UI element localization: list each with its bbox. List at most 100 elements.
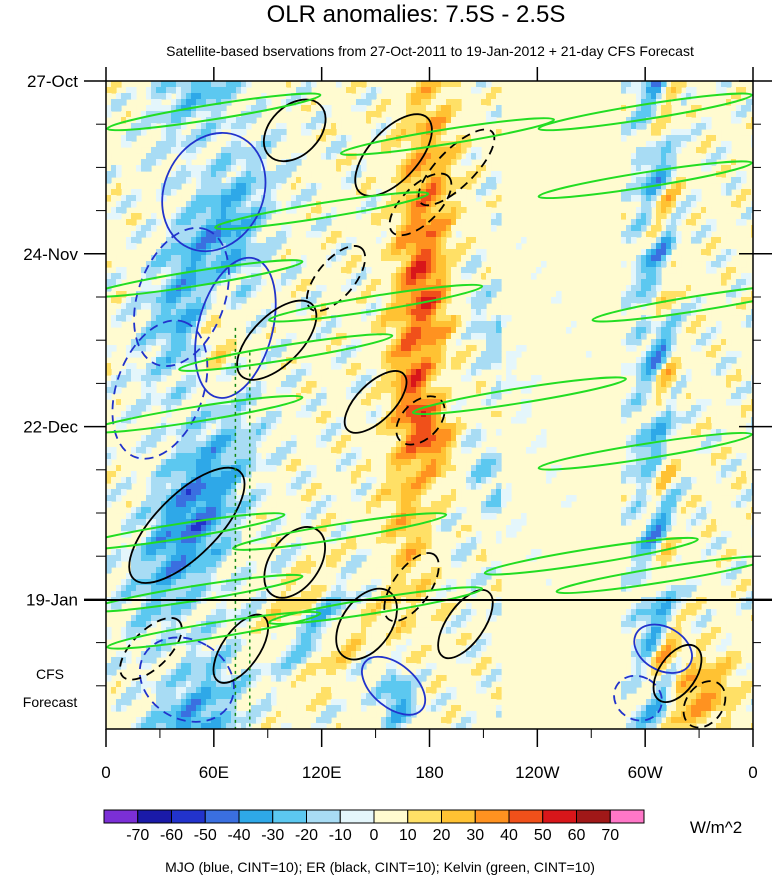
field-cell: [261, 525, 267, 532]
field-cell: [406, 129, 412, 136]
field-cell: [671, 513, 677, 520]
field-cell: [426, 135, 432, 142]
field-cell: [541, 441, 547, 448]
field-cell: [456, 81, 462, 88]
field-cell: [696, 153, 702, 160]
field-cell: [406, 465, 412, 472]
field-cell: [646, 411, 652, 418]
field-cell: [651, 177, 657, 184]
field-cell: [111, 471, 117, 478]
field-cell: [451, 351, 457, 358]
field-cell: [171, 249, 177, 256]
field-cell: [141, 273, 147, 280]
field-cell: [261, 201, 267, 208]
field-cell: [286, 171, 292, 178]
field-cell: [201, 141, 207, 148]
field-cell: [201, 351, 207, 358]
field-cell: [371, 429, 377, 436]
field-cell: [156, 339, 162, 346]
field-cell: [226, 423, 232, 430]
field-cell: [241, 357, 247, 364]
field-cell: [196, 165, 202, 172]
field-cell: [236, 183, 242, 190]
field-cell: [666, 363, 672, 370]
field-cell: [371, 399, 377, 406]
field-cell: [156, 141, 162, 148]
field-cell: [411, 393, 417, 400]
field-cell: [701, 429, 707, 436]
field-cell: [361, 159, 367, 166]
field-cell: [451, 81, 457, 88]
field-cell: [176, 453, 182, 460]
field-cell: [641, 207, 647, 214]
field-cell: [471, 483, 477, 490]
field-cell: [316, 393, 322, 400]
field-cell: [416, 387, 422, 394]
field-cell: [631, 501, 637, 508]
field-cell: [451, 405, 457, 412]
field-cell: [496, 333, 502, 340]
field-cell: [191, 357, 197, 364]
field-cell: [361, 189, 367, 196]
field-cell: [216, 363, 222, 370]
field-cell: [681, 285, 687, 292]
field-cell: [461, 273, 467, 280]
field-cell: [161, 477, 167, 484]
field-cell: [431, 357, 437, 364]
field-cell: [436, 267, 442, 274]
field-cell: [136, 231, 142, 238]
field-cell: [381, 357, 387, 364]
field-cell: [626, 489, 632, 496]
field-cell: [311, 183, 317, 190]
field-cell: [411, 495, 417, 502]
field-cell: [431, 453, 437, 460]
field-cell: [151, 489, 157, 496]
field-cell: [176, 489, 182, 496]
field-cell: [171, 327, 177, 334]
field-cell: [121, 111, 127, 118]
field-cell: [241, 285, 247, 292]
field-cell: [296, 177, 302, 184]
field-cell: [451, 489, 457, 496]
field-cell: [186, 339, 192, 346]
field-cell: [436, 243, 442, 250]
field-cell: [111, 405, 117, 412]
field-cell: [241, 159, 247, 166]
field-cell: [226, 237, 232, 244]
field-cell: [331, 519, 337, 526]
field-cell: [186, 429, 192, 436]
field-cell: [391, 483, 397, 490]
field-cell: [136, 297, 142, 304]
field-cell: [191, 345, 197, 352]
field-cell: [666, 321, 672, 328]
field-cell: [291, 369, 297, 376]
field-cell: [246, 285, 252, 292]
field-cell: [161, 393, 167, 400]
field-cell: [116, 291, 122, 298]
field-cell: [666, 507, 672, 514]
field-cell: [631, 465, 637, 472]
field-cell: [216, 81, 222, 88]
field-cell: [466, 441, 472, 448]
field-cell: [436, 207, 442, 214]
field-cell: [316, 309, 322, 316]
field-cell: [661, 123, 667, 130]
field-cell: [521, 405, 527, 412]
field-cell: [156, 303, 162, 310]
field-cell: [211, 399, 217, 406]
field-cell: [316, 123, 322, 130]
field-cell: [491, 507, 497, 514]
field-cell: [181, 105, 187, 112]
field-cell: [421, 483, 427, 490]
field-cell: [151, 213, 157, 220]
olr-anomaly-field: [106, 81, 753, 729]
field-cell: [206, 363, 212, 370]
field-cell: [371, 285, 377, 292]
field-cell: [181, 459, 187, 466]
field-cell: [721, 357, 727, 364]
field-cell: [171, 501, 177, 508]
field-cell: [146, 249, 152, 256]
field-cell: [146, 441, 152, 448]
field-cell: [306, 363, 312, 370]
field-cell: [246, 207, 252, 214]
